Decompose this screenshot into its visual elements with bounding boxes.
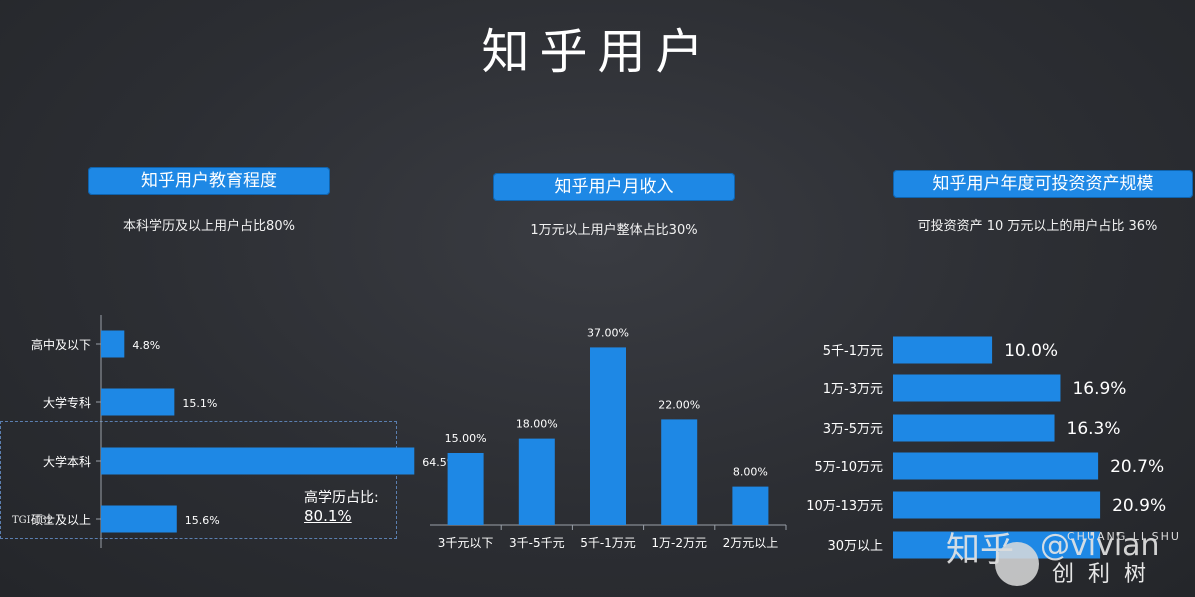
page-title: 知乎用户 bbox=[481, 24, 714, 80]
panel-title-assets: 知乎用户年度可投资资产规模 bbox=[893, 170, 1193, 198]
panel-title-income: 知乎用户月收入 bbox=[493, 173, 735, 201]
assets-category-label: 30万以上 bbox=[827, 539, 883, 554]
panel-title-education: 知乎用户教育程度 bbox=[88, 167, 330, 195]
income-category-label: 1万-2万元 bbox=[651, 536, 707, 550]
panel-subtitle-income: 1万元以上用户整体占比30% bbox=[530, 223, 698, 238]
income-chart: 15.00% 3千元以下 18.00% 3千-5千元 37.00% 5千-1万元 22.00… bbox=[430, 326, 787, 550]
assets-value-label: 16.9% bbox=[1072, 379, 1126, 399]
income-category-label: 3千元以下 bbox=[438, 536, 494, 550]
income-bar bbox=[447, 453, 484, 525]
assets-bar bbox=[893, 374, 1061, 402]
edu-value-label: 15.6% bbox=[185, 514, 220, 527]
assets-value-label: 16.3% bbox=[1067, 419, 1121, 439]
assets-chart: 5千-1万元 10.0% 1万-3万元 16.9% 3万-5万元 16.3% 5万-10万元… bbox=[806, 336, 1166, 559]
income-value-label: 15.00% bbox=[445, 432, 487, 445]
assets-bar bbox=[893, 414, 1055, 442]
income-category-label: 5千-1万元 bbox=[580, 536, 636, 550]
income-bar bbox=[590, 347, 626, 525]
panel-subtitle-assets: 可投资资产 10 万元以上的用户占比 36% bbox=[917, 219, 1158, 234]
income-bar bbox=[661, 419, 698, 525]
wave-circle-icon bbox=[995, 542, 1039, 586]
edu-bar bbox=[101, 505, 177, 533]
edu-category-label: 大学本科 bbox=[43, 454, 91, 469]
income-bar bbox=[732, 486, 769, 525]
assets-bar bbox=[893, 491, 1101, 519]
income-value-label: 18.00% bbox=[516, 418, 558, 431]
watermark-brand: 创利树 bbox=[1052, 562, 1161, 587]
assets-bar bbox=[893, 336, 993, 364]
edu-value-label: 15.1% bbox=[182, 397, 217, 410]
assets-value-label: 20.7% bbox=[1110, 457, 1164, 477]
income-value-label: 37.00% bbox=[587, 326, 629, 339]
corner-label: TGI-132 bbox=[12, 515, 54, 526]
assets-category-label: 3万-5万元 bbox=[823, 422, 883, 437]
assets-category-label: 5千-1万元 bbox=[823, 344, 883, 359]
edu-bar bbox=[101, 388, 175, 416]
assets-value-label: 20.9% bbox=[1112, 496, 1166, 516]
edu-category-label: 大学专科 bbox=[43, 395, 91, 410]
edu-category-label: 高中及以下 bbox=[31, 337, 91, 352]
assets-value-label: 10.0% bbox=[1004, 341, 1058, 361]
edu-bar bbox=[101, 447, 415, 475]
highlight-value: 80.1% bbox=[304, 507, 352, 525]
income-value-label: 22.00% bbox=[658, 398, 700, 411]
income-category-label: 2万元以上 bbox=[723, 536, 779, 550]
watermark-pinyin: CHUANG LI SHU bbox=[1067, 530, 1181, 543]
assets-bar bbox=[893, 452, 1099, 480]
watermark-handle: @vivian bbox=[1040, 528, 1160, 563]
assets-category-label: 5万-10万元 bbox=[814, 460, 883, 475]
edu-category-label: 硕士及以上 bbox=[31, 513, 91, 527]
edu-value-label: 4.8% bbox=[132, 339, 160, 352]
highlight-label: 高学历占比: bbox=[304, 490, 379, 506]
income-bar bbox=[518, 438, 555, 525]
assets-category-label: 10万-13万元 bbox=[806, 499, 883, 514]
panel-subtitle-education: 本科学历及以上用户占比80% bbox=[123, 219, 295, 234]
education-chart: 高中及以下 4.8%大学专科 15.1%大学本科 64.5%硕士及以上 15.6% bbox=[31, 315, 457, 548]
edu-bar bbox=[101, 330, 125, 358]
assets-category-label: 1万-3万元 bbox=[823, 382, 883, 397]
income-category-label: 3千-5千元 bbox=[509, 536, 565, 550]
income-value-label: 8.00% bbox=[733, 466, 768, 479]
highlight-box bbox=[0, 421, 397, 539]
